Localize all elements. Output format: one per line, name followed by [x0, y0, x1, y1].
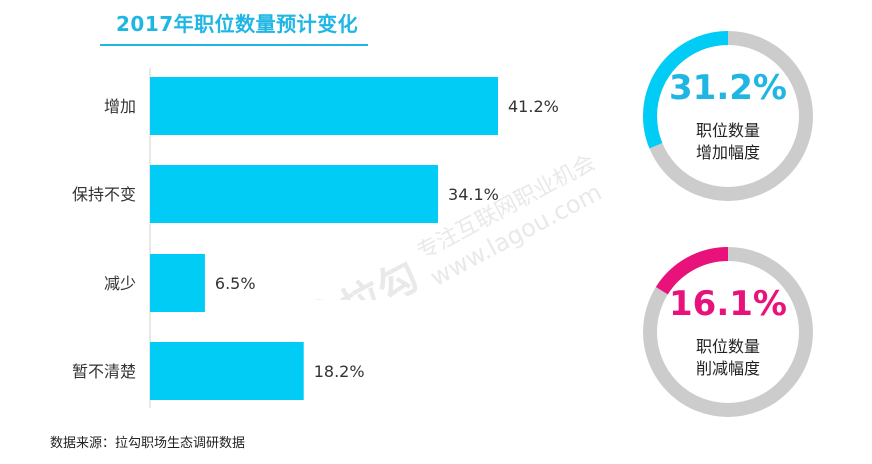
value-label: 18.2% [314, 362, 365, 381]
donut-decrease-label-2: 削减幅度 [695, 359, 760, 378]
category-label: 减少 [104, 274, 136, 293]
data-source-footer: 数据来源：拉勾职场生态调研数据 [50, 436, 246, 451]
donut-arc [643, 247, 813, 417]
category-label: 增加 [104, 97, 136, 116]
donut-increase: 31.2% 职位数量 增加幅度 [636, 24, 820, 208]
donut-increase-label-2: 增加幅度 [695, 143, 760, 162]
value-label: 41.2% [508, 97, 559, 116]
category-label: 保持不变 [72, 185, 136, 204]
bar-0 [150, 77, 498, 135]
donut-decrease-value: 16.1% [669, 284, 787, 324]
bar-chart: 增加 41.2% 保持不变 34.1% 减少 6.5% 暂不清楚 18.2% [72, 68, 559, 408]
donut-increase-ring [643, 31, 813, 201]
donut-arc [643, 31, 813, 201]
bar-3 [150, 342, 304, 400]
donut-decrease-ring [643, 247, 813, 417]
bar-2 [150, 254, 205, 312]
value-label: 34.1% [448, 185, 499, 204]
donut-increase-label-1: 职位数量 [695, 121, 760, 140]
chart-title: 2017年职位数量预计变化 [116, 12, 359, 36]
donut-decrease: 16.1% 职位数量 削减幅度 [636, 240, 820, 424]
bar-1 [150, 165, 439, 223]
category-label: 暂不清楚 [72, 362, 136, 381]
donut-decrease-label-1: 职位数量 [695, 337, 760, 356]
value-label: 6.5% [215, 274, 256, 293]
title-underline [100, 44, 368, 46]
donut-increase-value: 31.2% [669, 68, 787, 108]
